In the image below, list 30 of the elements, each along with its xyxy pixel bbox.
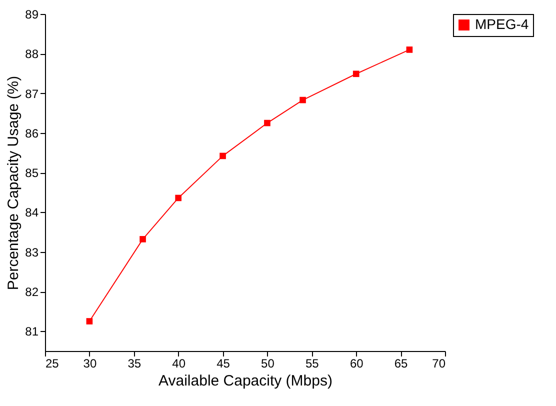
x-axis-title: Available Capacity (Mbps): [158, 372, 332, 390]
x-tick-label: 55: [305, 356, 320, 370]
x-tick-label: 60: [350, 356, 364, 370]
y-tick-label: 86: [25, 126, 39, 140]
point: [352, 70, 360, 78]
x-tick-label: 30: [83, 356, 97, 370]
y-tick-label: 81: [25, 324, 39, 339]
y-tick-label: 89: [25, 8, 39, 22]
y-tick-label: 85: [25, 166, 39, 180]
y-axis-title: Percentage Capacity Usage (%): [5, 76, 22, 290]
y-tick-label: 88: [25, 47, 39, 62]
x-tick-label: 45: [216, 356, 230, 370]
point: [220, 152, 226, 160]
point: [406, 46, 413, 53]
point: [175, 194, 182, 202]
x-tick-label: 70: [432, 356, 446, 370]
x-tick-label: 40: [172, 356, 186, 370]
x-tick-label: 25: [46, 356, 60, 370]
point: [140, 236, 146, 242]
x-tick-label: 50: [261, 356, 275, 370]
y-tick-label: 87: [25, 86, 39, 101]
point: [300, 96, 306, 104]
point: [264, 120, 270, 126]
y-tick-label: 83: [25, 245, 39, 260]
x-tick-label: 35: [128, 356, 142, 370]
y-tick-label: 82: [25, 285, 39, 300]
x-tick-label: 65: [394, 356, 408, 370]
y-tick-label: 84: [25, 206, 39, 220]
legend-label: MPEG-4: [475, 16, 529, 32]
point: [86, 318, 93, 324]
